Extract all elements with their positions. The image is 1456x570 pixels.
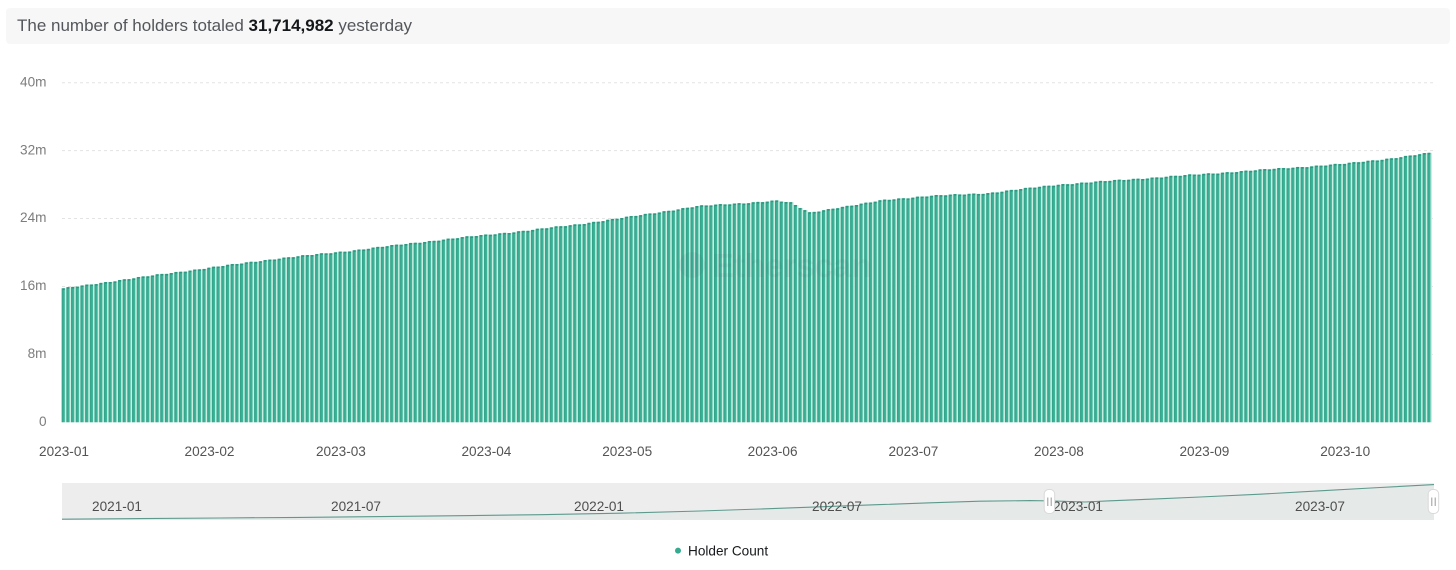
svg-text:2022-01: 2022-01 bbox=[574, 499, 624, 514]
svg-text:32m: 32m bbox=[20, 142, 46, 157]
svg-text:2023-03: 2023-03 bbox=[316, 444, 366, 459]
svg-text:2022-07: 2022-07 bbox=[812, 499, 862, 514]
svg-text:2023-07: 2023-07 bbox=[1295, 499, 1345, 514]
svg-text:2023-10: 2023-10 bbox=[1320, 444, 1370, 459]
svg-text:2021-01: 2021-01 bbox=[92, 499, 142, 514]
svg-text:2023-04: 2023-04 bbox=[461, 444, 511, 459]
svg-text:24m: 24m bbox=[20, 210, 46, 225]
svg-text:2023-09: 2023-09 bbox=[1179, 444, 1229, 459]
svg-text:2023-01: 2023-01 bbox=[1053, 499, 1103, 514]
svg-text:0: 0 bbox=[39, 414, 47, 429]
svg-text:2023-08: 2023-08 bbox=[1034, 444, 1084, 459]
svg-text:40m: 40m bbox=[20, 74, 46, 89]
svg-text:2021-07: 2021-07 bbox=[331, 499, 381, 514]
svg-text:2023-05: 2023-05 bbox=[602, 444, 652, 459]
svg-text:Etherscan: Etherscan bbox=[712, 247, 872, 284]
svg-text:Holder Count: Holder Count bbox=[688, 544, 768, 559]
svg-text:8m: 8m bbox=[28, 346, 47, 361]
svg-text:2023-06: 2023-06 bbox=[748, 444, 798, 459]
svg-text:2023-07: 2023-07 bbox=[888, 444, 938, 459]
svg-text:16m: 16m bbox=[20, 278, 46, 293]
svg-text:2023-01: 2023-01 bbox=[39, 444, 89, 459]
svg-text:2023-02: 2023-02 bbox=[185, 444, 235, 459]
